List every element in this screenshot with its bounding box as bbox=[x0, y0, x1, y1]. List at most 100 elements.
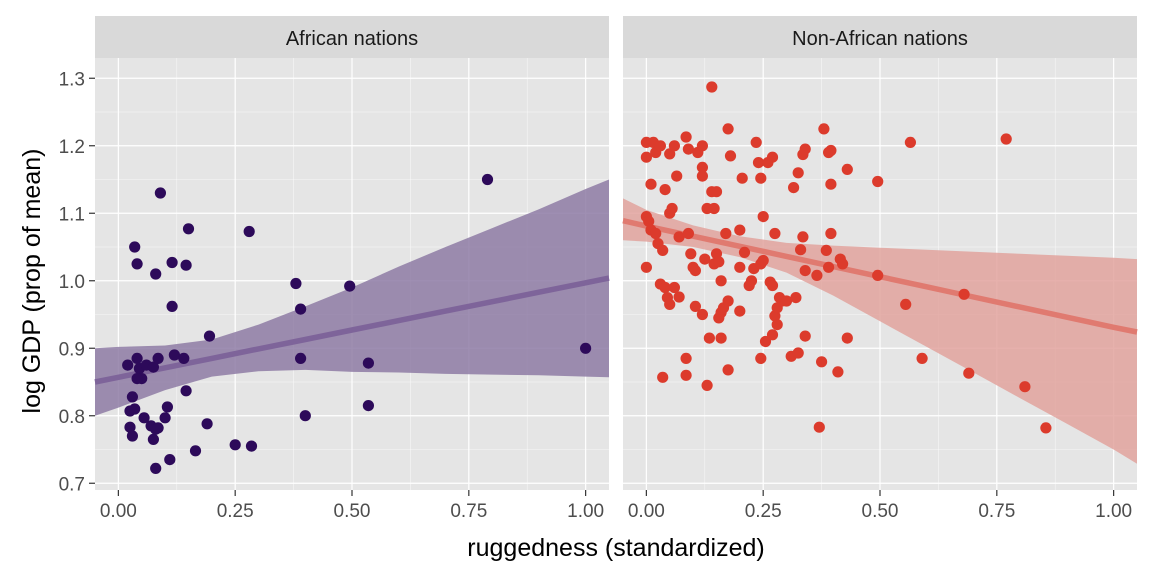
data-point bbox=[182, 223, 195, 235]
facet-panel-non-african: Non-African nations 0.00 0.25 0.50 0.75 1.00 bbox=[622, 16, 1138, 522]
data-point bbox=[671, 170, 683, 182]
data-point bbox=[696, 308, 709, 321]
data-point bbox=[792, 167, 804, 179]
data-point bbox=[757, 254, 769, 267]
data-point bbox=[295, 352, 307, 364]
data-point bbox=[650, 227, 662, 240]
data-point bbox=[734, 261, 746, 273]
data-point bbox=[715, 306, 727, 319]
data-point bbox=[788, 182, 800, 194]
facet-strip-label: Non-African nations bbox=[792, 28, 968, 50]
data-point bbox=[159, 412, 171, 424]
data-point bbox=[362, 400, 374, 412]
data-point bbox=[769, 227, 781, 240]
data-point bbox=[755, 352, 767, 364]
x-tick-label: 0.75 bbox=[978, 501, 1015, 522]
facet-strip-label: African nations bbox=[286, 28, 418, 50]
y-tick-label: 1.1 bbox=[59, 204, 85, 225]
data-point bbox=[245, 440, 258, 452]
data-point bbox=[640, 261, 653, 273]
data-point bbox=[745, 275, 758, 287]
data-point bbox=[229, 439, 241, 451]
y-tick-label: 1.0 bbox=[59, 272, 85, 293]
data-point bbox=[344, 280, 356, 292]
data-point bbox=[837, 258, 849, 270]
data-point bbox=[811, 269, 823, 281]
data-point bbox=[124, 421, 136, 433]
data-point bbox=[771, 319, 783, 331]
y-tick-label: 0.8 bbox=[59, 407, 85, 428]
data-point bbox=[129, 241, 141, 253]
data-point bbox=[180, 259, 192, 271]
data-point bbox=[138, 412, 150, 424]
data-point bbox=[150, 268, 162, 280]
data-point bbox=[680, 131, 692, 143]
data-point bbox=[668, 281, 681, 294]
data-point bbox=[816, 356, 828, 368]
data-point bbox=[189, 445, 202, 457]
data-point bbox=[178, 352, 190, 364]
x-tick-label: 0.50 bbox=[334, 501, 371, 522]
data-point bbox=[689, 300, 702, 312]
data-point bbox=[1000, 133, 1012, 145]
x-tick-label: 1.00 bbox=[567, 501, 604, 522]
facet-strip bbox=[623, 16, 1137, 58]
data-point bbox=[722, 295, 734, 307]
data-point bbox=[759, 335, 772, 348]
data-point bbox=[152, 422, 164, 434]
data-point bbox=[696, 161, 709, 173]
data-point bbox=[795, 244, 807, 256]
data-point bbox=[161, 401, 173, 413]
data-point bbox=[682, 227, 695, 240]
data-point bbox=[668, 140, 681, 152]
data-point bbox=[750, 136, 762, 148]
data-point bbox=[738, 246, 751, 258]
y-tick-label: 0.7 bbox=[59, 474, 85, 495]
data-point bbox=[682, 143, 695, 155]
data-point bbox=[166, 256, 178, 269]
data-point bbox=[129, 403, 141, 415]
y-axis: 0.7 0.8 0.9 1.0 1.1 1.2 1.3 bbox=[59, 69, 95, 495]
data-point bbox=[715, 332, 727, 344]
data-point bbox=[1040, 422, 1052, 434]
data-point bbox=[722, 364, 734, 376]
data-point bbox=[757, 211, 769, 223]
data-point bbox=[820, 244, 832, 256]
regression-line bbox=[94, 275, 610, 385]
data-point bbox=[299, 410, 311, 422]
data-point bbox=[131, 352, 143, 364]
data-point bbox=[752, 157, 765, 169]
data-point bbox=[696, 170, 709, 182]
data-point bbox=[904, 136, 917, 148]
data-point bbox=[150, 462, 162, 474]
data-point bbox=[643, 215, 655, 227]
data-point bbox=[659, 184, 671, 196]
data-point bbox=[640, 151, 653, 163]
data-point bbox=[168, 349, 180, 361]
data-point bbox=[147, 433, 159, 445]
x-tick-label: 0.25 bbox=[217, 501, 254, 522]
data-point bbox=[657, 244, 669, 256]
data-point bbox=[166, 300, 178, 312]
data-point bbox=[680, 352, 692, 364]
data-point bbox=[734, 224, 746, 236]
data-point bbox=[673, 231, 685, 243]
data-point bbox=[958, 288, 970, 300]
data-point bbox=[823, 261, 835, 273]
x-tick-label: 0.25 bbox=[745, 501, 782, 522]
data-point bbox=[1019, 381, 1031, 393]
data-point bbox=[122, 359, 134, 371]
data-point bbox=[797, 231, 809, 243]
data-point bbox=[790, 292, 802, 304]
data-point bbox=[703, 332, 716, 344]
data-point bbox=[666, 202, 678, 215]
y-tick-label: 1.2 bbox=[59, 137, 85, 158]
data-point bbox=[131, 258, 143, 270]
data-point bbox=[872, 269, 884, 281]
data-point bbox=[131, 373, 143, 385]
data-point bbox=[701, 379, 713, 391]
data-point bbox=[780, 295, 793, 307]
data-point bbox=[126, 391, 138, 403]
data-point bbox=[841, 163, 853, 175]
